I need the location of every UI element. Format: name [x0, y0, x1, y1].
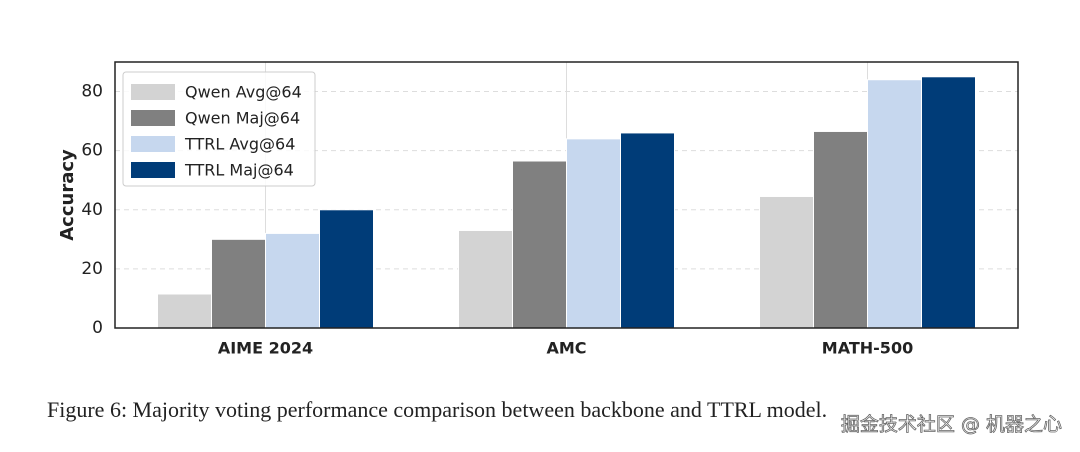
- bar: [921, 76, 976, 329]
- bar: [157, 293, 212, 329]
- legend-label: TTRL Maj@64: [184, 161, 294, 180]
- plot-frame: [114, 61, 1019, 329]
- bar: [319, 209, 374, 329]
- y-tick-label: 20: [81, 259, 103, 279]
- legend-label: Qwen Avg@64: [185, 83, 302, 102]
- legend-swatch: [131, 136, 175, 152]
- bar: [458, 229, 513, 329]
- bar: [566, 138, 621, 329]
- bar: [759, 195, 814, 329]
- legend-swatch: [131, 110, 175, 126]
- y-tick-label: 0: [92, 318, 103, 338]
- x-tick-label: AIME 2024: [218, 339, 313, 358]
- x-tick-label: MATH-500: [822, 339, 913, 358]
- x-tick-label: AMC: [546, 339, 586, 358]
- y-axis-label: Accuracy: [57, 149, 78, 241]
- y-tick-label: 80: [81, 82, 103, 102]
- bar: [211, 238, 266, 329]
- bar: [867, 79, 922, 329]
- legend-label: TTRL Avg@64: [184, 135, 295, 154]
- legend-label: Qwen Maj@64: [185, 109, 300, 128]
- y-tick-label: 40: [81, 200, 103, 220]
- bar: [620, 132, 675, 329]
- caption: Figure 6: Majority voting performance co…: [47, 397, 827, 422]
- legend-box: [122, 71, 316, 187]
- legend-swatch: [131, 84, 175, 100]
- bar: [265, 232, 320, 329]
- y-tick-label: 60: [81, 141, 103, 161]
- bar: [813, 130, 868, 329]
- legend-swatch: [131, 162, 175, 178]
- bar: [512, 160, 567, 329]
- watermark: 掘金技术社区 @ 机器之心: [841, 414, 1062, 436]
